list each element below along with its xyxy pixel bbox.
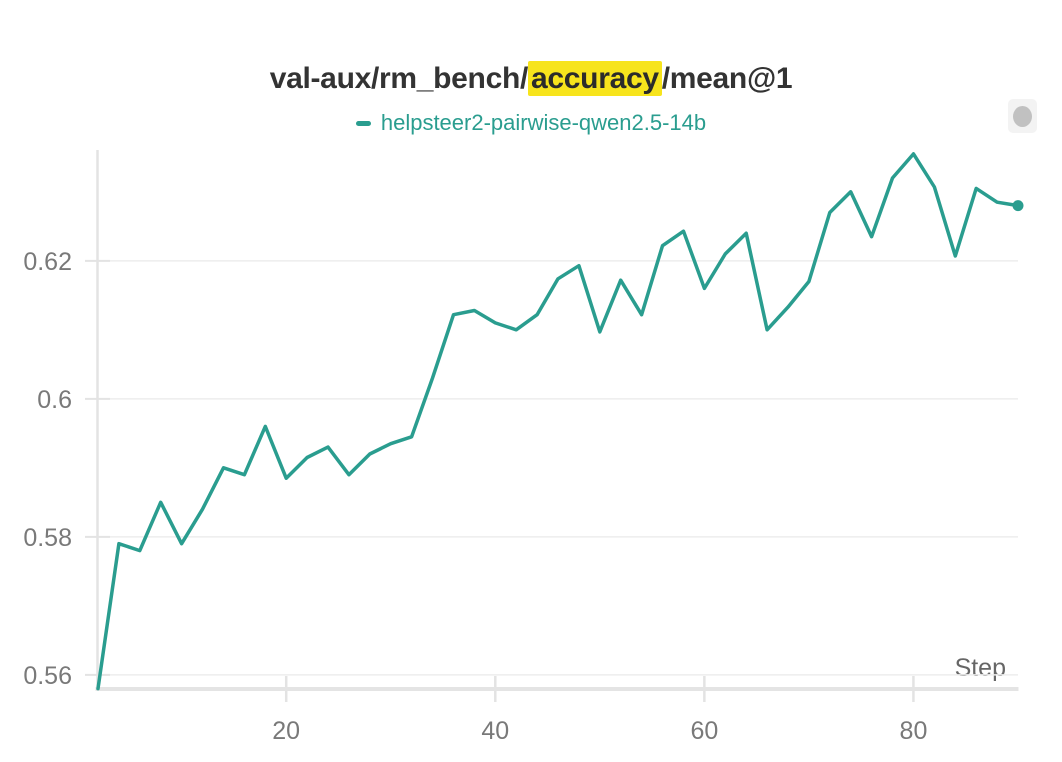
x-tick-label: 20: [272, 717, 300, 745]
series-end-dot[interactable]: [1012, 200, 1024, 212]
title-prefix: val-aux/rm_bench/: [269, 62, 529, 95]
x-tick-label: 40: [481, 717, 509, 745]
x-tick-label: 80: [900, 717, 928, 745]
x-axis-title: Step: [955, 654, 1006, 682]
page-title: val-aux/rm_bench/accuracy/mean@1: [0, 61, 1062, 96]
title-highlight: accuracy: [528, 61, 662, 96]
grab-dot-icon: [1013, 105, 1032, 127]
legend-line-swatch: [355, 120, 371, 126]
series-line[interactable]: [96, 152, 1020, 691]
y-tick-label: 0.58: [23, 524, 72, 552]
title-suffix: /mean@1: [661, 62, 793, 95]
x-tick-label: 60: [690, 717, 718, 745]
y-tick-label: 0.62: [23, 248, 72, 276]
legend: helpsteer2-pairwise-qwen2.5-14b: [0, 110, 1062, 136]
legend-label[interactable]: helpsteer2-pairwise-qwen2.5-14b: [380, 110, 707, 135]
drag-handle-button[interactable]: [1008, 99, 1037, 133]
y-tick-label: 0.56: [23, 662, 72, 690]
y-tick-label: 0.6: [37, 386, 72, 414]
